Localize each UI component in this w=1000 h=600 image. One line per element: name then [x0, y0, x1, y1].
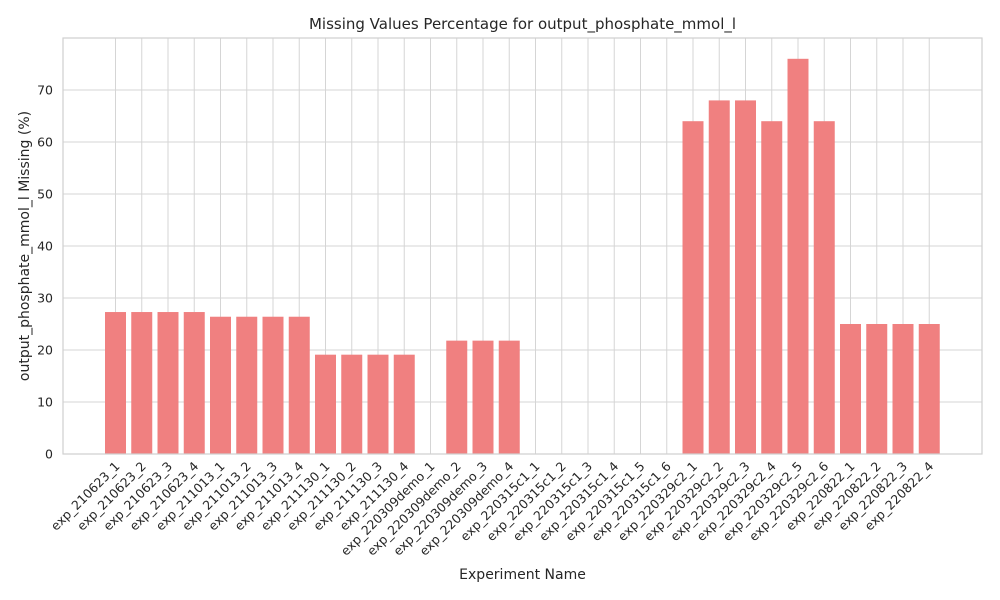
bar: [368, 355, 389, 454]
bar: [315, 355, 336, 454]
bar: [263, 317, 284, 454]
bar: [919, 324, 940, 454]
bar: [289, 317, 310, 454]
bar: [499, 341, 520, 454]
x-axis-label: Experiment Name: [459, 567, 586, 583]
y-tick-labels: 0 10 20 30 40 50 60 70: [37, 83, 53, 462]
bar-layer: [105, 59, 940, 454]
y-tick-label: 40: [37, 239, 53, 254]
y-tick-label: 70: [37, 83, 53, 98]
bar: [158, 312, 179, 454]
bar: [893, 324, 914, 454]
bar: [236, 317, 257, 454]
y-tick-label: 0: [45, 447, 53, 462]
bar: [683, 121, 704, 454]
bar: [394, 355, 415, 454]
y-tick-label: 20: [37, 343, 53, 358]
y-axis-label: output_phosphate_mmol_l Missing (%): [17, 111, 33, 381]
bar: [735, 100, 756, 454]
x-tick-labels: exp_210623_1exp_210623_2exp_210623_3exp_…: [48, 458, 937, 558]
bar: [473, 341, 494, 454]
bar: [210, 317, 231, 454]
bar: [814, 121, 835, 454]
bar: [184, 312, 205, 454]
bar: [840, 324, 861, 454]
bar: [788, 59, 809, 454]
bar: [131, 312, 152, 454]
bar: [866, 324, 887, 454]
bar: [341, 355, 362, 454]
bar: [709, 100, 730, 454]
bar: [105, 312, 126, 454]
y-tick-label: 50: [37, 187, 53, 202]
y-tick-label: 30: [37, 291, 53, 306]
y-tick-label: 60: [37, 135, 53, 150]
chart-title: Missing Values Percentage for output_pho…: [309, 15, 736, 34]
y-tick-label: 10: [37, 395, 53, 410]
bar: [761, 121, 782, 454]
bar: [446, 341, 467, 454]
